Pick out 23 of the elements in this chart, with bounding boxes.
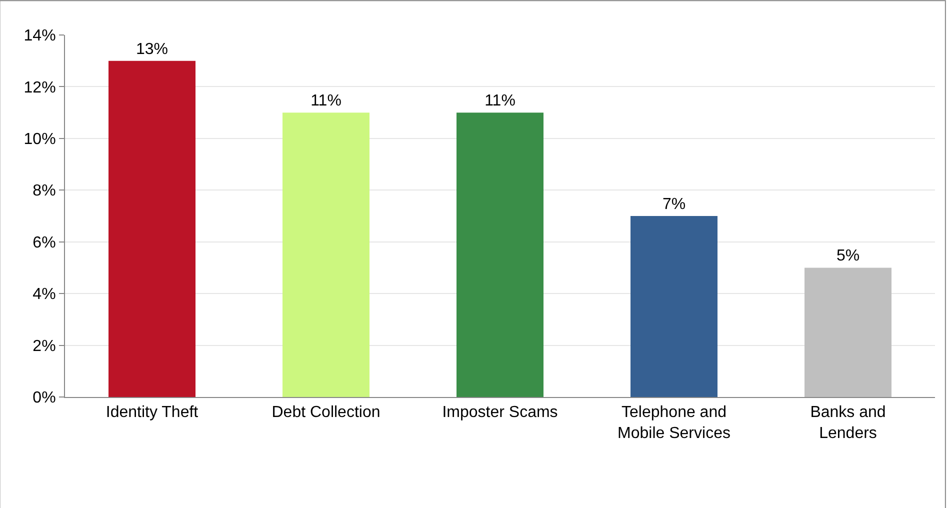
data-label: 7% <box>662 196 686 213</box>
x-tick-label: Banks and Lenders <box>810 404 886 442</box>
y-tick-label: 4% <box>32 286 56 304</box>
x-tick-label: Telephone and Mobile Services <box>618 404 730 442</box>
bar <box>804 268 892 397</box>
data-label: 11% <box>310 92 342 110</box>
y-tick-label: 10% <box>24 131 56 148</box>
bar <box>108 60 196 397</box>
bar <box>282 112 370 397</box>
x-tick-label: Debt Collection <box>272 404 380 422</box>
x-tick-label: Identity Theft <box>106 404 199 422</box>
y-tick-label: 2% <box>32 338 56 355</box>
data-label: 5% <box>836 248 860 265</box>
y-tick-label: 12% <box>24 79 56 96</box>
bar <box>456 112 544 397</box>
y-tick-label: 6% <box>32 234 56 252</box>
y-tick-label: 14% <box>24 28 56 45</box>
data-label: 13% <box>136 40 168 58</box>
y-tick-label: 8% <box>32 182 56 200</box>
data-label: 11% <box>484 92 516 110</box>
x-tick-label: Imposter Scams <box>442 404 558 422</box>
y-tick-label: 0% <box>32 390 56 407</box>
bar <box>630 216 718 397</box>
